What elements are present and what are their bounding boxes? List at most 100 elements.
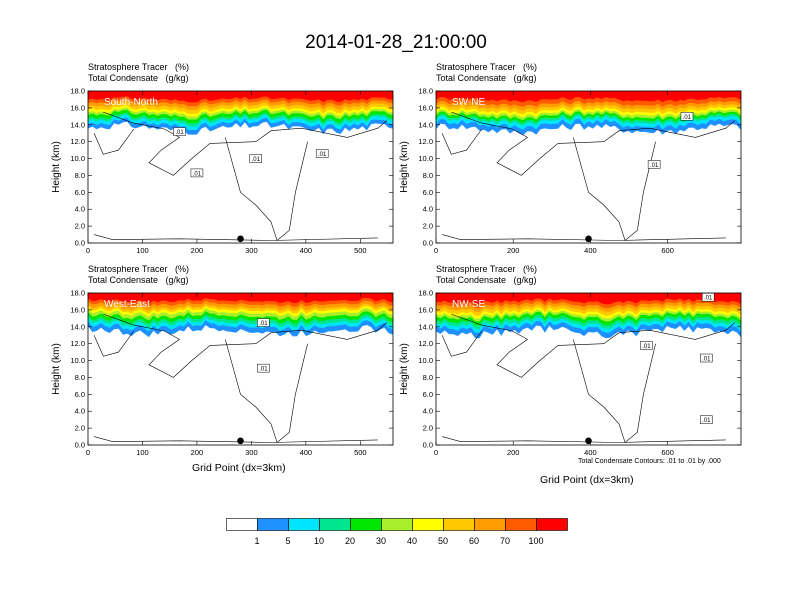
location-marker [585, 235, 592, 243]
field1-label: Stratosphere Tracer (%) [88, 264, 190, 274]
condensate-contour [93, 330, 135, 357]
cross-section-label: South-North [104, 97, 158, 108]
y-tick-label: 16.0 [70, 305, 85, 314]
colorbar-label: 10 [313, 536, 324, 546]
y-tick-label: 10.0 [418, 356, 433, 365]
panel-header-sw-ne: Stratosphere Tracer (%) Total Condensate… [436, 62, 537, 84]
y-tick-label: 0.0 [75, 441, 85, 450]
field2-label: Total Condensate (g/kg) [436, 275, 537, 285]
y-axis-label: Height (km) [399, 141, 410, 193]
y-axis-label: Height (km) [399, 343, 410, 395]
panel-header-west-east: Stratosphere Tracer (%) Total Condensate… [88, 264, 189, 286]
y-tick-label: 8.0 [75, 171, 85, 180]
y-tick-label: 4.0 [423, 407, 433, 416]
y-tick-label: 8.0 [75, 373, 85, 382]
contour-label: .01 [175, 130, 184, 136]
condensate-contour [94, 234, 378, 241]
condensate-contour [93, 128, 135, 155]
colorbar-label: 50 [437, 536, 448, 546]
y-tick-label: 12.0 [418, 137, 433, 146]
plot-frame [435, 292, 742, 446]
x-tick-label: 500 [354, 448, 367, 457]
y-tick-label: 18.0 [418, 289, 433, 298]
condensate-contour [442, 234, 726, 241]
y-tick-label: 4.0 [75, 407, 85, 416]
chart-south-north: .01 .01 .01 .01 South-North 0.0 2.0 4.0 6.0 8.0 10… [51, 87, 394, 255]
contour-label: .01 [704, 296, 713, 302]
condensate-contour [441, 330, 483, 357]
x-tick-label: 400 [300, 448, 313, 457]
x-tick-label: 500 [354, 246, 367, 255]
contour-label: .01 [702, 418, 711, 424]
panel-header-south-north: Stratosphere Tracer (%) Total Condensate… [88, 62, 189, 84]
colorbar-box [381, 518, 413, 531]
y-tick-label: 16.0 [70, 103, 85, 112]
tracer-band-100 [88, 293, 393, 304]
y-tick-label: 2.0 [75, 424, 85, 433]
y-tick-label: 18.0 [70, 289, 85, 298]
plot-frame [87, 90, 394, 244]
location-marker [585, 437, 592, 445]
contour-label: .01 [252, 157, 261, 163]
y-tick-label: 4.0 [75, 205, 85, 214]
x-axis-label-left: Grid Point (dx=3km) [192, 462, 286, 474]
y-tick-label: 12.0 [70, 339, 85, 348]
contour-label: .01 [318, 152, 327, 158]
colorbar-label: 70 [499, 536, 510, 546]
x-tick-label: 100 [136, 448, 149, 457]
y-tick-label: 6.0 [423, 390, 433, 399]
colorbar-box [474, 518, 506, 531]
contour-label-box [640, 341, 653, 350]
y-tick-label: 14.0 [418, 322, 433, 331]
colorbar-box [443, 518, 475, 531]
contour-note: Total Condensate Contours: .01 to .01 by… [578, 458, 721, 465]
y-tick-label: 18.0 [70, 87, 85, 96]
x-tick-label: 200 [507, 448, 520, 457]
colorbar-box [288, 518, 320, 531]
x-tick-label: 0 [434, 448, 438, 457]
condensate-contour [441, 128, 483, 155]
y-tick-label: 14.0 [418, 120, 433, 129]
contour-label-box [249, 154, 262, 163]
contour-label: .01 [259, 321, 268, 327]
condensate-contour [103, 313, 388, 378]
cross-section-label: SW-NE [452, 97, 485, 108]
x-tick-label: 200 [191, 246, 204, 255]
contour-label-box [315, 149, 329, 158]
condensate-contour [103, 111, 388, 176]
chart-west-east: .01 .01 West-East 0.0 2.0 4.0 6.0 8.0 10.0 12.0 14… [51, 289, 394, 457]
y-tick-label: 16.0 [418, 103, 433, 112]
contour-label-box [700, 415, 713, 424]
colorbar [226, 518, 568, 531]
colorbar-label: 1 [254, 536, 260, 546]
x-axis-label-right: Grid Point (dx=3km) [540, 474, 634, 486]
y-axis-label: Height (km) [51, 141, 62, 193]
contour-label-box [173, 127, 186, 136]
panel-header-nw-se: Stratosphere Tracer (%) Total Condensate… [436, 264, 537, 286]
y-tick-label: 4.0 [423, 205, 433, 214]
x-tick-label: 100 [136, 246, 149, 255]
contour-label-box [680, 112, 694, 121]
x-tick-label: 400 [584, 246, 597, 255]
x-tick-label: 600 [661, 246, 674, 255]
y-tick-label: 6.0 [423, 188, 433, 197]
y-tick-label: 6.0 [75, 188, 85, 197]
y-tick-label: 14.0 [70, 120, 85, 129]
y-tick-label: 12.0 [418, 339, 433, 348]
contour-label-box [257, 318, 270, 327]
field2-label: Total Condensate (g/kg) [436, 73, 537, 83]
colorbar-box [350, 518, 382, 531]
field1-label: Stratosphere Tracer (%) [436, 264, 538, 274]
contour-label: .01 [193, 171, 202, 177]
y-tick-label: 8.0 [423, 171, 433, 180]
contour-label: .01 [642, 344, 651, 350]
x-tick-label: 600 [661, 448, 674, 457]
condensate-contour [94, 436, 378, 443]
y-tick-label: 12.0 [70, 137, 85, 146]
contour-label-box [647, 160, 661, 169]
colorbar-box [505, 518, 537, 531]
figure-title: 2014-01-28_21:00:00 [305, 32, 487, 53]
colorbar-box [226, 518, 258, 531]
contour-label: .01 [702, 357, 711, 363]
chart-nw-se: .01 .01 .01 .01 NW-SE 0.0 2.0 4.0 6.0 8.0 10.0 12.0… [399, 289, 742, 457]
